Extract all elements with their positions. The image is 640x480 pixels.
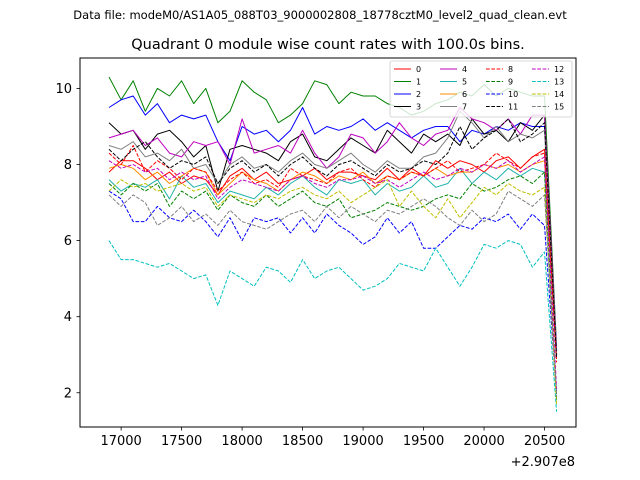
series-line-14 (108, 179, 558, 405)
legend-label-1: 1 (416, 77, 421, 86)
legend-label-10: 10 (508, 90, 518, 99)
series-line-11 (108, 118, 558, 359)
series-line-13 (108, 240, 558, 412)
legend-label-0: 0 (416, 65, 421, 74)
plot-area (80, 58, 576, 427)
y-tick-label: 4 (64, 310, 72, 325)
series-line-7 (108, 110, 558, 355)
legend-label-12: 12 (554, 65, 564, 74)
chart-title: Quadrant 0 module wise count rates with … (131, 37, 525, 53)
legend-label-5: 5 (462, 77, 467, 86)
series-layer (108, 76, 558, 412)
y-tick-label: 10 (55, 82, 72, 97)
series-line-2 (108, 95, 558, 351)
series-line-10 (108, 190, 558, 397)
y-tick-label: 2 (64, 386, 72, 401)
legend-label-11: 11 (508, 102, 518, 111)
legend-label-8: 8 (508, 65, 513, 74)
legend-label-7: 7 (462, 102, 467, 111)
y-tick-label: 8 (64, 158, 72, 173)
x-tick-label: 19500 (403, 434, 444, 449)
legend-label-4: 4 (462, 65, 467, 74)
x-tick-label: 17500 (161, 434, 202, 449)
legend-label-3: 3 (416, 102, 421, 111)
x-tick-label: 17000 (100, 434, 141, 449)
legend-label-6: 6 (462, 90, 467, 99)
series-line-15 (108, 190, 558, 393)
series-line-12 (108, 156, 558, 390)
series-line-4 (108, 107, 558, 351)
series-line-0 (108, 148, 558, 355)
x-tick-label: 18500 (282, 434, 323, 449)
x-tick-label: 20500 (524, 434, 565, 449)
legend-label-14: 14 (554, 90, 564, 99)
figure-suptitle: Data file: modeM0/AS1A05_088T03_90000028… (73, 8, 567, 22)
x-axis-offset-label: +2.907e8 (511, 455, 575, 470)
y-tick-label: 6 (64, 234, 72, 249)
series-line-3 (108, 114, 558, 355)
x-tick-label: 20000 (463, 434, 504, 449)
legend-box (389, 60, 573, 118)
axes-layer: 17000 17500 18000 18500 19000 19500 20000 20500… (55, 57, 577, 449)
legend-label-15: 15 (554, 102, 564, 111)
series-line-9 (108, 171, 558, 401)
legend-label-13: 13 (554, 77, 564, 86)
x-tick-label: 19000 (342, 434, 383, 449)
series-line-8 (108, 145, 558, 363)
legend-label-9: 9 (508, 77, 513, 86)
x-tick-label: 18000 (221, 434, 262, 449)
legend-label-2: 2 (416, 90, 421, 99)
plot-frame (79, 57, 577, 428)
